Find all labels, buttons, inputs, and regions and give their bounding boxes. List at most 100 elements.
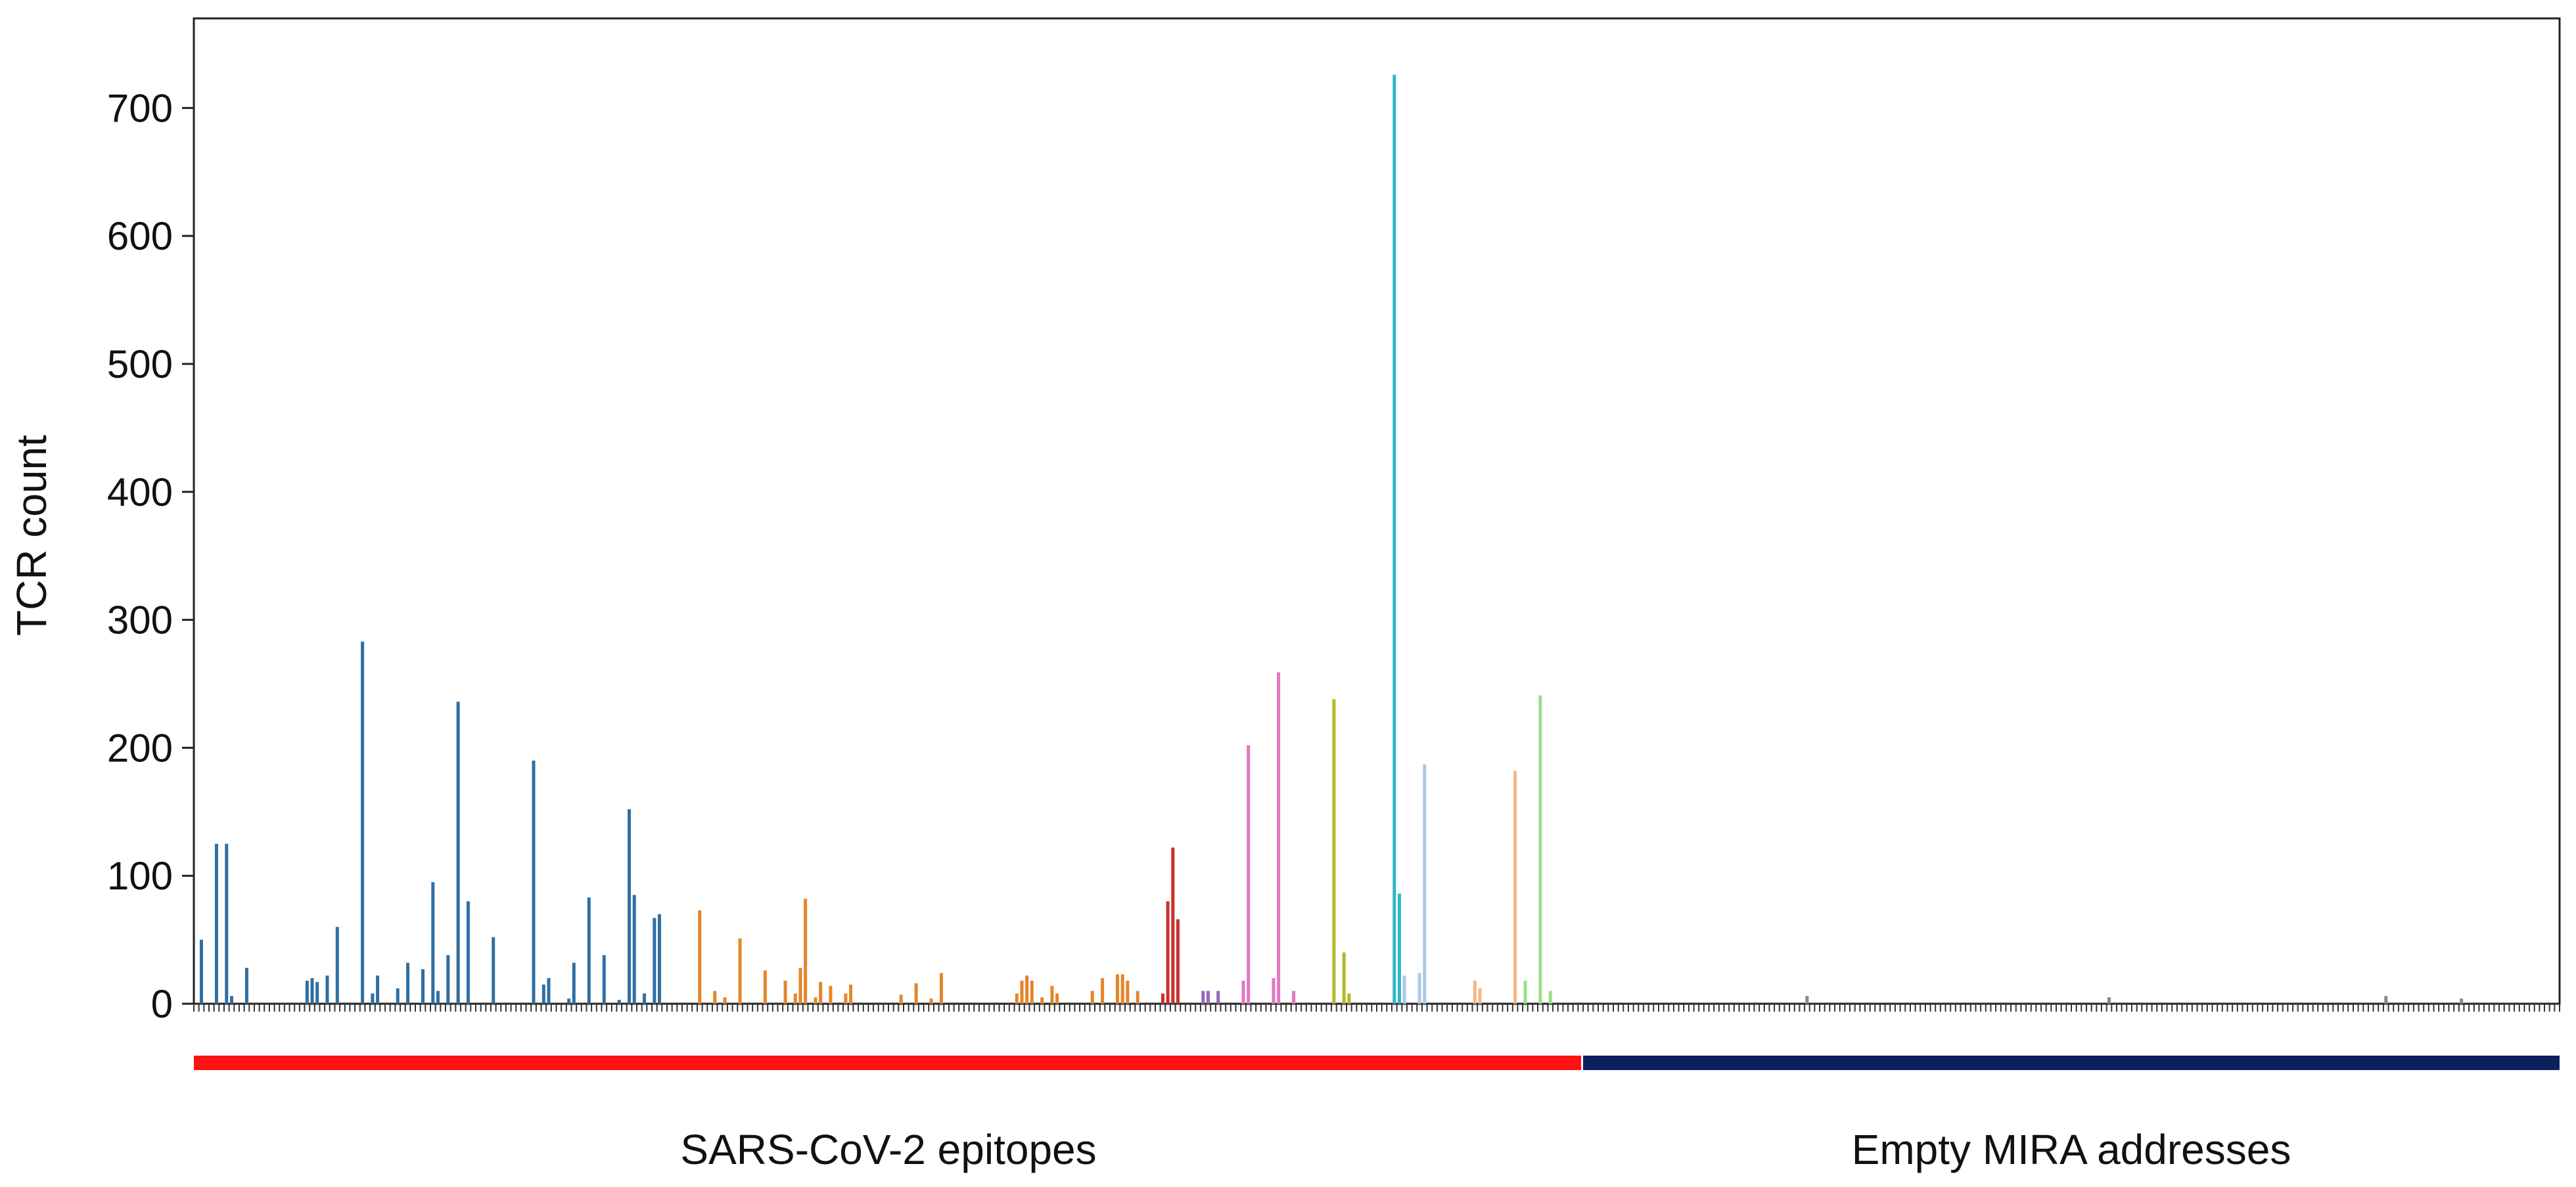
bar-62 (1116, 974, 1120, 1004)
bar-17 (436, 991, 440, 1004)
bar-73 (1241, 980, 1245, 1004)
bar-9 (335, 927, 339, 1004)
bar-41 (793, 993, 797, 1004)
bar-76 (1277, 672, 1281, 1004)
bar-31 (632, 895, 636, 1004)
bar-75 (1272, 978, 1276, 1004)
bar-20 (466, 901, 470, 1004)
bar-67 (1166, 901, 1170, 1004)
bar-51 (929, 998, 933, 1004)
group-label-0: SARS-CoV-2 epitopes (680, 1126, 1096, 1173)
x-axis-ticks (193, 1004, 2560, 1012)
bar-39 (763, 970, 767, 1004)
bar-13 (396, 988, 400, 1004)
bar-1 (214, 843, 218, 1004)
bar-15 (421, 969, 425, 1004)
bar-16 (431, 882, 435, 1004)
bar-84 (1417, 973, 1421, 1004)
bar-43 (804, 899, 808, 1004)
bar-8 (325, 975, 329, 1004)
bar-30 (628, 809, 632, 1004)
bar-24 (547, 978, 551, 1004)
bar-5 (305, 980, 309, 1004)
bar-60 (1090, 991, 1094, 1004)
bar-88 (1513, 771, 1517, 1004)
bar-27 (587, 897, 591, 1004)
bar-66 (1161, 993, 1164, 1004)
y-tick-label: 600 (107, 214, 173, 258)
bar-32 (643, 993, 647, 1004)
bar-94 (2384, 996, 2388, 1004)
bar-90 (1538, 695, 1542, 1004)
bar-42 (798, 968, 802, 1004)
bar-55 (1025, 975, 1029, 1004)
group-bars: SARS-CoV-2 epitopes Empty MIRA addresses (194, 1056, 2560, 1173)
bar-50 (914, 983, 918, 1004)
bar-44 (814, 997, 817, 1004)
bar-18 (446, 954, 450, 1004)
plot-frame (193, 17, 2561, 1005)
y-tick-label: 0 (151, 982, 173, 1026)
bar-3 (229, 996, 233, 1004)
bar-33 (653, 918, 656, 1004)
bar-69 (1176, 919, 1180, 1004)
bar-82 (1397, 893, 1401, 1004)
bar-49 (899, 995, 903, 1004)
bar-54 (1020, 980, 1024, 1004)
group-bar-0 (194, 1056, 1582, 1070)
bar-23 (541, 984, 545, 1004)
bar-36 (713, 991, 717, 1004)
bar-19 (456, 702, 460, 1004)
bar-11 (371, 993, 375, 1004)
y-tick-label: 500 (107, 342, 173, 386)
y-axis-ticks: 0 100 200 300 400 500 600 700 (107, 86, 194, 1026)
bar-52 (939, 973, 943, 1004)
bar-0 (199, 939, 203, 1004)
bar-46 (829, 985, 833, 1004)
bar-57 (1040, 997, 1044, 1004)
bar-40 (783, 980, 787, 1004)
bar-89 (1523, 980, 1527, 1004)
bar-77 (1292, 991, 1296, 1004)
bar-87 (1478, 988, 1482, 1004)
bar-2 (225, 843, 229, 1004)
bar-61 (1101, 978, 1105, 1004)
bar-26 (572, 962, 576, 1004)
bar-6 (310, 978, 314, 1004)
bar-85 (1423, 764, 1427, 1004)
bar-56 (1030, 980, 1034, 1004)
bar-86 (1473, 980, 1477, 1004)
bar-12 (376, 975, 380, 1004)
bar-64 (1126, 980, 1130, 1004)
group-bar-1 (1583, 1056, 2560, 1070)
bar-79 (1347, 993, 1351, 1004)
bars-layer (199, 74, 2464, 1004)
y-tick-label: 400 (107, 470, 173, 514)
bar-72 (1216, 991, 1220, 1004)
bar-47 (844, 993, 848, 1004)
bar-29 (617, 1000, 621, 1004)
bar-38 (738, 938, 742, 1004)
bar-81 (1392, 74, 1396, 1004)
bar-58 (1050, 985, 1054, 1004)
group-label-1: Empty MIRA addresses (1852, 1126, 2291, 1173)
bar-78 (1342, 952, 1346, 1004)
bar-4 (244, 968, 248, 1004)
bar-48 (849, 984, 853, 1004)
bar-14 (406, 962, 410, 1004)
bar-80 (1332, 699, 1336, 1004)
bar-28 (602, 954, 606, 1004)
bar-74 (1247, 745, 1251, 1004)
bar-83 (1402, 975, 1406, 1004)
y-axis-title: TCR count (8, 435, 55, 636)
bar-34 (658, 914, 662, 1004)
y-tick-label: 100 (107, 854, 173, 898)
bar-21 (492, 937, 495, 1004)
bar-93 (2107, 997, 2111, 1004)
bar-10 (361, 641, 365, 1004)
bar-53 (1015, 993, 1019, 1004)
y-tick-label: 300 (107, 598, 173, 642)
bar-95 (2460, 998, 2464, 1004)
bar-25 (567, 998, 571, 1004)
